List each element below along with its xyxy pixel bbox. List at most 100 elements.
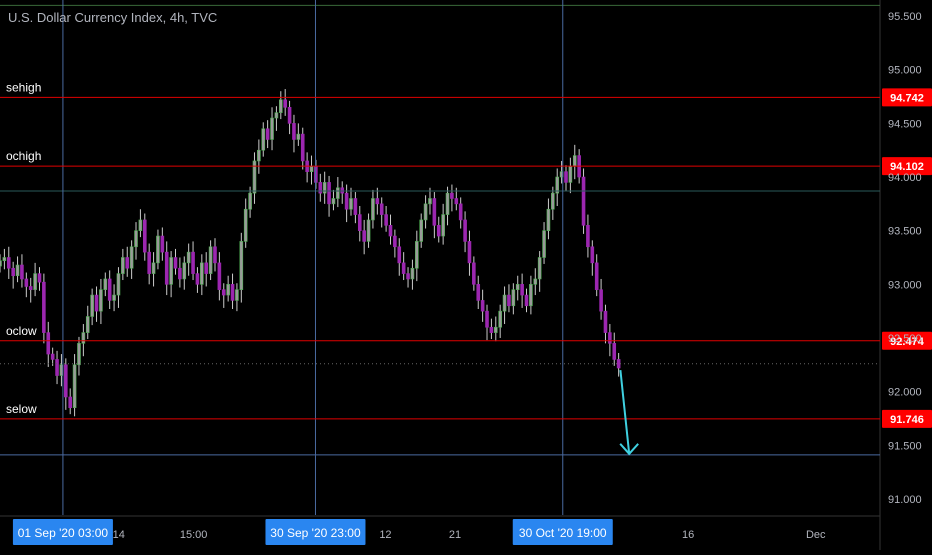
candle-body xyxy=(428,198,432,205)
candle-body xyxy=(366,219,371,242)
candle-body xyxy=(292,123,296,140)
candle-body xyxy=(472,262,476,285)
candle-body xyxy=(0,260,2,267)
candle-body xyxy=(11,267,15,277)
candle-body xyxy=(397,246,402,264)
candle-body xyxy=(121,257,125,274)
candle-body xyxy=(55,359,59,376)
candle-body xyxy=(586,225,590,248)
candle-body xyxy=(608,332,612,344)
price-label: 91.746 xyxy=(890,414,924,426)
candle-body xyxy=(142,219,147,253)
candle-body xyxy=(243,208,248,242)
price-label: 92.474 xyxy=(890,336,925,348)
candle-body xyxy=(467,241,472,264)
candle-body xyxy=(33,273,37,290)
sehigh-label: sehigh xyxy=(6,80,41,94)
candle-body xyxy=(191,251,195,274)
candle-body xyxy=(226,284,230,296)
candle-body xyxy=(344,192,349,210)
candle-body xyxy=(371,198,375,221)
candle-body xyxy=(213,246,217,264)
candle-body xyxy=(511,289,516,307)
y-tick-label: 95.500 xyxy=(888,11,922,23)
candle-body xyxy=(379,203,384,215)
candle-body xyxy=(160,235,165,253)
y-tick-label: 92.500 xyxy=(888,333,922,345)
x-tick-label: 21 xyxy=(449,529,461,541)
price-label-bg xyxy=(882,409,932,428)
candle-body xyxy=(463,219,467,242)
candle-body xyxy=(415,241,419,269)
candle-body xyxy=(322,182,327,194)
candle-body xyxy=(458,203,463,221)
candle-body xyxy=(300,133,305,162)
candle-body xyxy=(287,106,292,124)
candle-body xyxy=(498,310,502,328)
candle-body xyxy=(594,262,599,290)
candle-body xyxy=(331,198,336,205)
candle-body xyxy=(2,257,7,262)
candle-body xyxy=(388,225,393,237)
candle-body xyxy=(46,332,51,355)
candle-body xyxy=(217,262,222,290)
candle-body xyxy=(572,155,577,167)
candle-body xyxy=(37,273,42,283)
candle-body xyxy=(200,262,204,285)
candle-body xyxy=(445,192,450,215)
candle-body xyxy=(296,133,301,140)
candle-body xyxy=(551,192,555,210)
candle-body xyxy=(529,284,533,307)
candle-body xyxy=(603,310,608,333)
price-label-bg xyxy=(882,331,932,350)
candle-body xyxy=(204,262,209,274)
candle-body xyxy=(129,246,134,269)
price-label-bg xyxy=(882,157,932,176)
candle-body xyxy=(99,289,103,312)
date-marker-label-bg xyxy=(512,519,613,545)
candles-layer xyxy=(0,89,621,417)
candle-body xyxy=(248,192,252,210)
candle-body xyxy=(151,262,156,274)
y-tick-label: 95.000 xyxy=(888,65,922,77)
candle-body xyxy=(68,396,73,409)
candle-body xyxy=(318,182,323,194)
candle-body xyxy=(537,257,542,280)
candle-body xyxy=(147,251,151,274)
candle-body xyxy=(156,235,160,264)
candle-body xyxy=(507,294,511,307)
candle-body xyxy=(542,230,546,258)
candle-body xyxy=(489,326,494,333)
candle-body xyxy=(436,225,441,237)
candle-body xyxy=(42,281,46,333)
y-tick-label: 92.000 xyxy=(888,387,922,399)
candle-body xyxy=(125,257,130,269)
candle-body xyxy=(178,267,182,280)
candle-body xyxy=(349,198,353,210)
candle-body xyxy=(423,203,428,221)
candle-body xyxy=(94,294,99,312)
grid-layer xyxy=(0,0,881,550)
candle-body xyxy=(283,99,287,108)
x-tick-label: 12 xyxy=(379,529,391,541)
price-label-bg xyxy=(882,88,932,107)
x-tick-label: 16 xyxy=(682,529,694,541)
candle-body xyxy=(441,214,445,237)
candle-body xyxy=(186,251,191,264)
candle-body xyxy=(85,316,90,333)
candle-body xyxy=(90,294,94,317)
candle-body xyxy=(485,310,489,328)
candle-body xyxy=(401,262,406,274)
date-marker-label: 30 Oct '20 19:00 xyxy=(519,526,607,540)
candle-body xyxy=(257,149,261,162)
candle-body xyxy=(515,284,520,290)
candle-body xyxy=(375,198,380,205)
candle-body xyxy=(116,273,121,296)
candle-body xyxy=(568,166,573,183)
x-tick-label: Dec xyxy=(806,529,826,541)
forecast-arrow-head xyxy=(619,443,639,456)
candle-body xyxy=(235,289,239,301)
candle-body xyxy=(616,359,621,369)
